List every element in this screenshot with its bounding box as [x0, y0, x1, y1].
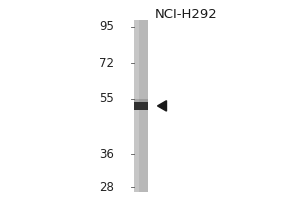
Polygon shape — [158, 101, 166, 111]
Bar — [134, 20, 139, 192]
Text: 28: 28 — [99, 181, 114, 194]
Bar — [134, 99, 148, 102]
Text: 95: 95 — [99, 20, 114, 33]
Bar — [134, 20, 148, 192]
Bar — [134, 102, 148, 110]
Text: NCI-H292: NCI-H292 — [154, 8, 218, 21]
Text: 55: 55 — [99, 92, 114, 105]
Text: 36: 36 — [99, 148, 114, 161]
Text: 72: 72 — [99, 57, 114, 70]
